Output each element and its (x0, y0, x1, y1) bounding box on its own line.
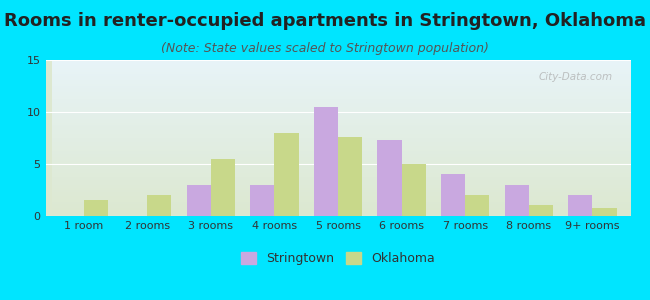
Text: City-Data.com: City-Data.com (539, 73, 613, 82)
Bar (568, 195, 592, 216)
Bar (592, 208, 616, 216)
Bar (338, 137, 362, 216)
Bar (402, 164, 426, 216)
Bar (314, 107, 338, 216)
Bar (528, 205, 553, 216)
Text: Rooms in renter-occupied apartments in Stringtown, Oklahoma: Rooms in renter-occupied apartments in S… (4, 12, 646, 30)
Bar (211, 159, 235, 216)
Bar (84, 200, 108, 216)
Bar (441, 174, 465, 216)
Bar (148, 195, 172, 216)
Bar (378, 140, 402, 216)
Bar (187, 185, 211, 216)
Bar (465, 195, 489, 216)
Legend: Stringtown, Oklahoma: Stringtown, Oklahoma (237, 248, 439, 269)
Bar (274, 133, 298, 216)
Bar (250, 185, 274, 216)
Bar (504, 185, 528, 216)
Text: (Note: State values scaled to Stringtown population): (Note: State values scaled to Stringtown… (161, 42, 489, 55)
